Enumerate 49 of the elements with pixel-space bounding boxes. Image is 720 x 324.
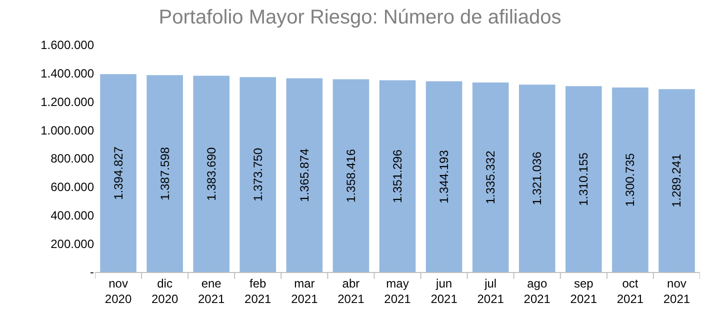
x-tick-label: jul 2021 [477, 276, 504, 306]
bar [286, 78, 323, 272]
x-tick-label: nov 2020 [104, 276, 132, 306]
y-tick-label: 1.400.000 [40, 66, 94, 81]
y-tick-label: 600.000 [50, 180, 94, 194]
bar [612, 87, 648, 272]
x-tick-label: ago 2021 [524, 276, 551, 306]
x-tick-label: oct 2021 [616, 276, 644, 306]
data-label: 1.365.874 [297, 148, 312, 202]
data-label: 1.387.598 [158, 146, 172, 200]
x-tick-label: feb 2021 [244, 276, 272, 306]
bar [658, 89, 695, 272]
y-tick-label: 400.000 [50, 208, 94, 222]
bar [100, 74, 136, 272]
y-tick-label: 1.000.000 [40, 123, 94, 138]
x-tick-label: may 2021 [384, 276, 412, 306]
data-label: 1.351.296 [390, 149, 404, 203]
x-tick-label: sep 2021 [570, 276, 598, 306]
bar [193, 76, 230, 272]
bar [146, 75, 183, 272]
data-label: 1.300.735 [623, 152, 638, 207]
data-label: 1.310.155 [576, 152, 591, 206]
data-label: 1.373.750 [250, 148, 265, 202]
data-label: 1.289.241 [670, 154, 684, 208]
y-tick-label: 1.600.000 [40, 38, 94, 52]
y-tick-label: 1.200.000 [40, 94, 94, 109]
x-tick-label: abr 2021 [338, 276, 365, 306]
x-tick-label: dic 2020 [151, 276, 178, 306]
y-tick-label: 200.000 [50, 236, 94, 251]
bar [240, 77, 276, 272]
data-label: 1.394.827 [111, 146, 126, 200]
data-label: 1.383.690 [204, 146, 218, 201]
bar [379, 80, 416, 272]
bar [518, 84, 556, 272]
y-tick-label: - [90, 265, 94, 280]
x-tick-label: jun 2021 [430, 276, 458, 306]
bar [566, 86, 602, 272]
data-label: 1.321.036 [530, 151, 544, 206]
bar [472, 82, 509, 272]
chart-title: Portafolio Mayor Riesgo: Número de afiliados [158, 6, 562, 29]
bar [426, 81, 462, 272]
x-tick-label: nov 2021 [663, 276, 690, 306]
data-label: 1.335.332 [484, 150, 498, 204]
x-tick-label: mar 2021 [291, 276, 318, 306]
y-tick-label: 800.000 [50, 152, 94, 166]
x-tick-label: ene 2021 [198, 276, 226, 306]
data-label: 1.358.416 [344, 148, 358, 202]
data-label: 1.344.193 [437, 150, 452, 204]
bar [332, 79, 370, 272]
